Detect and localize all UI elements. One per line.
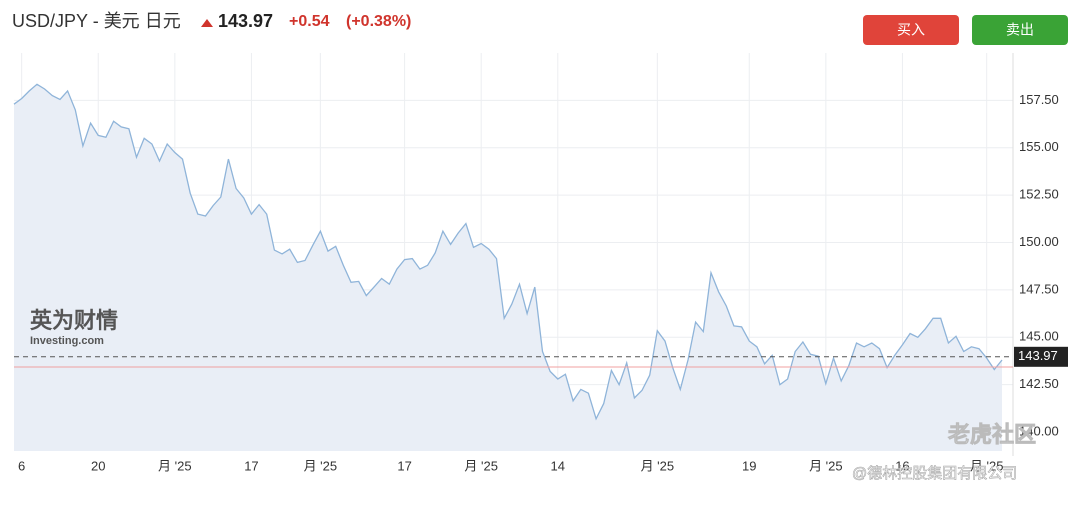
sell-label[interactable]: 卖出 bbox=[1006, 22, 1034, 38]
x-tick-label: 17 bbox=[397, 458, 411, 473]
watermark-sub: Investing.com bbox=[30, 335, 104, 347]
x-tick-label: 6 bbox=[18, 458, 25, 473]
y-tick-label: 147.50 bbox=[1019, 281, 1059, 296]
price: 143.97 bbox=[218, 11, 273, 31]
x-tick-label: 19 bbox=[742, 458, 756, 473]
buy-label[interactable]: 买入 bbox=[897, 22, 925, 38]
last-price-box bbox=[1014, 346, 1068, 367]
area-fill bbox=[14, 84, 1002, 452]
last-price-label: 143.97 bbox=[1018, 348, 1058, 363]
watermark-brand: 英为财情 bbox=[30, 308, 118, 333]
watermark-owner: @德林控股集团有限公司 bbox=[852, 464, 1017, 482]
x-tick-label: 月 '25 bbox=[641, 458, 675, 473]
change-pct: (+0.38%) bbox=[346, 13, 411, 30]
sell-button[interactable] bbox=[972, 15, 1068, 45]
y-tick-label: 157.50 bbox=[1019, 92, 1059, 107]
up-arrow bbox=[201, 19, 213, 27]
x-tick-label: 月 '25 bbox=[304, 458, 338, 473]
y-tick-label: 142.50 bbox=[1019, 376, 1059, 391]
y-tick-label: 140.00 bbox=[1019, 423, 1059, 438]
plot: 140.00 142.50 145.00 147.50 150.00 152.50 155.… bbox=[13, 53, 1068, 473]
y-tick-label: 145.00 bbox=[1019, 329, 1059, 344]
x-tick-label: 16 bbox=[895, 458, 909, 473]
x-tick-label: 月 '25 bbox=[970, 458, 1004, 473]
x-tick-label: 月 '25 bbox=[464, 458, 498, 473]
x-tick-label: 月 '25 bbox=[158, 458, 192, 473]
price-line bbox=[13, 83, 1003, 421]
y-tick-label: 155.00 bbox=[1019, 139, 1059, 154]
x-tick-label: 月 '25 bbox=[809, 458, 843, 473]
buy-button[interactable] bbox=[863, 15, 959, 45]
title: USD/JPY - 美元 日元 bbox=[12, 11, 181, 31]
y-tick-label: 150.00 bbox=[1019, 234, 1059, 249]
x-tick-label: 17 bbox=[244, 458, 258, 473]
y-tick-label: 152.50 bbox=[1019, 187, 1059, 202]
x-tick-label: 20 bbox=[91, 458, 105, 473]
x-tick-label: 14 bbox=[551, 458, 565, 473]
watermark-community: 老虎社区 bbox=[947, 422, 1036, 447]
change: +0.54 bbox=[289, 13, 330, 30]
